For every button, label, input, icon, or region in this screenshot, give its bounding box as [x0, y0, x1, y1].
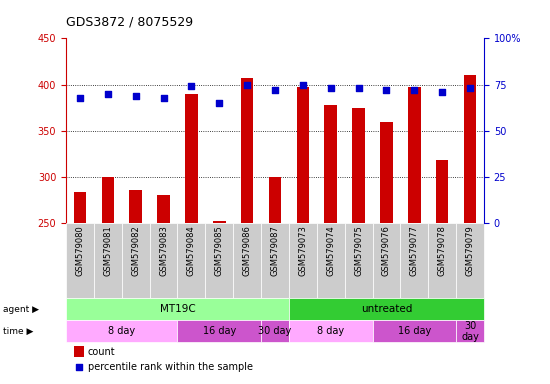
Text: count: count: [88, 347, 116, 357]
Text: GSM579077: GSM579077: [410, 226, 419, 276]
Bar: [66, 321, 178, 343]
Bar: [345, 223, 372, 298]
Bar: [74, 192, 86, 223]
Bar: [66, 298, 289, 321]
Bar: [317, 223, 345, 298]
Text: GSM579073: GSM579073: [298, 226, 307, 276]
Point: [271, 87, 279, 93]
Text: untreated: untreated: [361, 305, 412, 314]
Bar: [261, 321, 289, 343]
Text: GSM579074: GSM579074: [326, 226, 336, 276]
Text: GSM579076: GSM579076: [382, 226, 391, 276]
Point: [243, 81, 251, 88]
Text: 16 day: 16 day: [202, 326, 236, 336]
Bar: [241, 78, 254, 223]
Bar: [400, 223, 428, 298]
Bar: [178, 321, 261, 343]
Point: [299, 81, 307, 88]
Text: time ▶: time ▶: [3, 327, 33, 336]
Text: 30
day: 30 day: [461, 321, 479, 342]
Point: [326, 85, 335, 91]
Text: GDS3872 / 8075529: GDS3872 / 8075529: [66, 16, 193, 29]
Text: GSM579079: GSM579079: [465, 226, 475, 276]
Bar: [380, 122, 393, 223]
Point: [103, 91, 112, 97]
Text: 8 day: 8 day: [317, 326, 344, 336]
Bar: [94, 223, 122, 298]
Point: [131, 93, 140, 99]
Bar: [74, 346, 84, 358]
Bar: [269, 177, 281, 223]
Bar: [296, 88, 309, 223]
Bar: [464, 75, 476, 223]
Point: [388, 305, 397, 311]
Text: GSM579085: GSM579085: [214, 226, 224, 276]
Point: [187, 83, 196, 89]
Bar: [157, 195, 170, 223]
Point: [466, 85, 475, 91]
Bar: [372, 321, 456, 343]
Point: [438, 89, 447, 95]
Bar: [150, 223, 178, 298]
Bar: [456, 321, 484, 343]
Bar: [456, 223, 484, 298]
Bar: [261, 223, 289, 298]
Bar: [205, 223, 233, 298]
Text: percentile rank within the sample: percentile rank within the sample: [88, 362, 253, 372]
Text: 16 day: 16 day: [398, 326, 431, 336]
Text: GSM579078: GSM579078: [438, 226, 447, 276]
Bar: [324, 105, 337, 223]
Bar: [102, 177, 114, 223]
Point: [382, 87, 391, 93]
Bar: [289, 223, 317, 298]
Bar: [289, 321, 372, 343]
Text: GSM579087: GSM579087: [271, 226, 279, 276]
Text: GSM579083: GSM579083: [159, 226, 168, 276]
Text: GSM579084: GSM579084: [187, 226, 196, 276]
Text: MT19C: MT19C: [160, 305, 195, 314]
Text: GSM579082: GSM579082: [131, 226, 140, 276]
Text: 8 day: 8 day: [108, 326, 135, 336]
Bar: [213, 220, 225, 223]
Bar: [289, 298, 484, 321]
Bar: [353, 108, 365, 223]
Text: GSM579081: GSM579081: [103, 226, 112, 276]
Point: [75, 94, 84, 101]
Point: [354, 85, 363, 91]
Bar: [372, 223, 400, 298]
Text: GSM579086: GSM579086: [243, 226, 252, 276]
Bar: [185, 94, 197, 223]
Text: GSM579075: GSM579075: [354, 226, 363, 276]
Text: 30 day: 30 day: [258, 326, 292, 336]
Bar: [178, 223, 205, 298]
Text: agent ▶: agent ▶: [3, 305, 38, 314]
Point: [159, 94, 168, 101]
Point: [215, 100, 224, 106]
Text: GSM579080: GSM579080: [75, 226, 85, 276]
Bar: [233, 223, 261, 298]
Bar: [436, 161, 448, 223]
Point: [410, 87, 419, 93]
Bar: [408, 88, 421, 223]
Bar: [129, 190, 142, 223]
Bar: [428, 223, 456, 298]
Bar: [66, 223, 94, 298]
Bar: [122, 223, 150, 298]
